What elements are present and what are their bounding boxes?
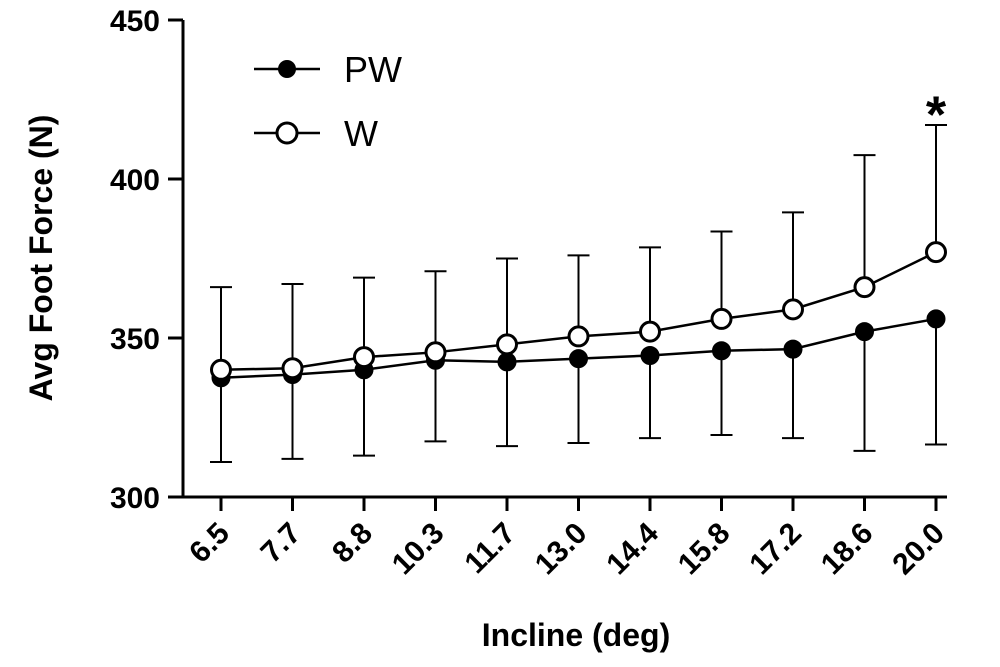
x-tick-label: 7.7: [255, 517, 308, 570]
w-point: [424, 341, 447, 364]
x-tick-label: 11.7: [458, 517, 521, 580]
y-tick-label: 300: [110, 482, 160, 515]
w-point: [782, 298, 804, 321]
x-axis-title: Incline (deg): [482, 617, 670, 653]
pw-point: [569, 349, 588, 369]
annotations: *: [926, 86, 947, 144]
w-point: [210, 358, 232, 381]
w-point: [281, 357, 304, 380]
legend-label: W: [344, 113, 378, 154]
x-ticks: 6.5 7.7 8.8 10.3 11.7 13.0 14.4 15.8 17.2 18.6 20.…: [183, 497, 951, 581]
x-tick-label: 6.5: [183, 517, 236, 570]
legend-w-marker: [275, 121, 299, 145]
y-tick-label: 350: [110, 323, 160, 356]
x-tick-label: 10.3: [386, 517, 451, 582]
axes: [181, 20, 947, 499]
y-tick-label: 400: [110, 164, 160, 197]
w-point: [710, 307, 733, 330]
x-tick-label: 14.4: [600, 516, 665, 581]
w-point: [567, 325, 590, 348]
pw-point: [640, 345, 660, 365]
x-tick-label: 8.8: [326, 517, 379, 570]
x-tick-label: 18.6: [815, 517, 880, 582]
significance-marker: *: [926, 86, 947, 144]
x-tick-label: 13.0: [529, 517, 594, 582]
pw-point: [855, 322, 874, 342]
legend: PW W: [254, 49, 402, 154]
y-axis-title: Avg Foot Force (N): [23, 115, 59, 402]
w-point: [925, 241, 947, 264]
y-tick-label: 450: [110, 5, 160, 38]
y-ticks: 300 350 400 450: [110, 5, 183, 515]
pw-point: [926, 309, 946, 329]
pw-point: [712, 341, 731, 361]
w-point: [353, 346, 375, 369]
w-point: [639, 320, 661, 343]
w-point: [853, 276, 876, 299]
pw-point: [783, 339, 803, 359]
w-point: [496, 333, 518, 356]
legend-pw-marker: [278, 60, 296, 78]
x-tick-label: 17.2: [743, 517, 808, 582]
legend-label: PW: [344, 49, 402, 90]
x-tick-label: 15.8: [672, 517, 737, 582]
pw-point: [497, 352, 517, 372]
series-group: [210, 123, 947, 464]
x-tick-label: 20.0: [886, 517, 951, 582]
